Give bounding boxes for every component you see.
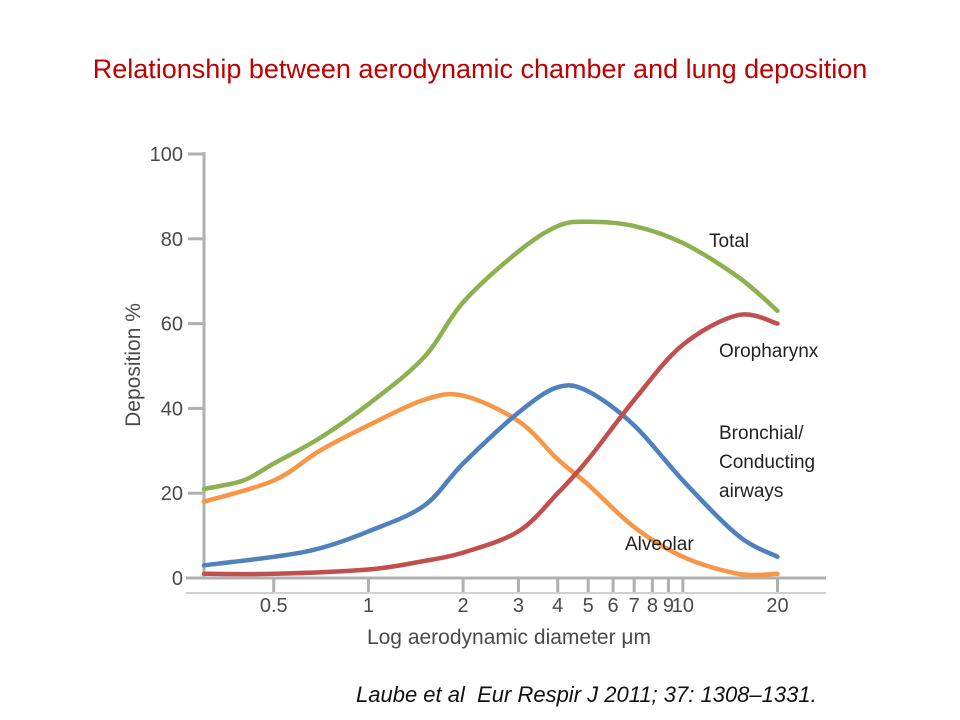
series-line-alveolar [201, 391, 780, 578]
series-line-oropharynx [201, 312, 780, 577]
x-tick-label: 9 [663, 595, 674, 617]
x-tick-label: 7 [629, 595, 640, 617]
y-tick-label: 0 [172, 568, 183, 590]
series-line-bronchial [201, 383, 780, 568]
y-tick-label: 20 [161, 483, 183, 505]
x-ticks: 0.5 1 2 3 4 5 6 7 8 910 20 [260, 578, 789, 617]
y-tick-label: 80 [161, 229, 183, 251]
curve-label: airways [719, 481, 783, 502]
y-tick-label: 60 [161, 314, 183, 336]
x-tick-label: 5 [583, 595, 594, 617]
curve-label: Total [709, 231, 749, 252]
citation: Laube et al Eur Respir J 2011; 37: 1308–… [356, 682, 817, 707]
x-tick-label: 4 [552, 595, 563, 617]
x-tick-label: 0.5 [260, 595, 288, 617]
x-tick-label: 10 [672, 595, 694, 617]
curve-label: Alveolar [625, 534, 694, 555]
x-tick-label: 3 [513, 595, 524, 617]
series-line-total [201, 219, 780, 492]
curve-label: Oropharynx [719, 341, 819, 362]
x-tick-label: 2 [458, 595, 469, 617]
x-axis-title: Log aerodynamic diameter μm [367, 626, 651, 649]
y-tick-label: 100 [150, 144, 183, 166]
x-tick-label: 1 [363, 595, 374, 617]
y-tick-label: 40 [161, 398, 183, 420]
x-tick-label: 20 [766, 595, 788, 617]
curve-label: Bronchial/ [719, 423, 804, 444]
y-axis-title: Deposition % [122, 303, 145, 427]
x-tick-label: 8 [647, 595, 658, 617]
series-lines [201, 219, 780, 578]
y-ticks: 0 20 40 60 80 100 [150, 144, 204, 590]
x-tick-label: 6 [608, 595, 619, 617]
curve-label: Conducting [719, 452, 815, 473]
curve-labels: Total Oropharynx Bronchial/Conducting airwa… [625, 231, 819, 555]
slide-title: Relationship between aerodynamic chamber… [92, 54, 868, 84]
